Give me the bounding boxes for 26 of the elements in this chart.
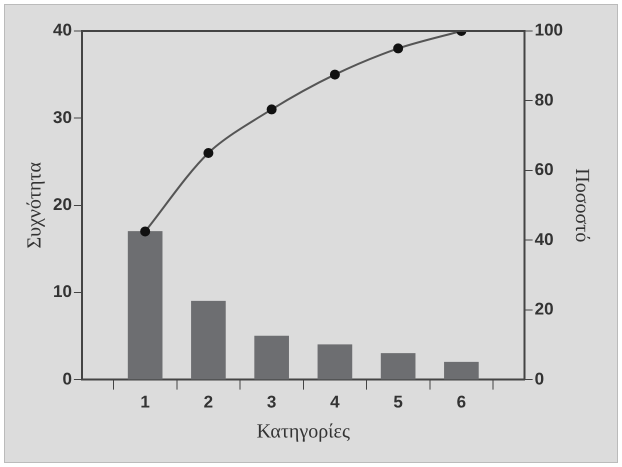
- y-tick-label: 30: [52, 108, 72, 127]
- x-tick-label: 1: [140, 392, 150, 412]
- bar: [318, 344, 352, 380]
- y-tick-label: 0: [62, 369, 72, 388]
- y2-axis-title: Ποσοστό: [570, 168, 593, 242]
- bar: [254, 336, 289, 380]
- bar: [128, 231, 162, 380]
- y-tick-label: 40: [52, 20, 72, 40]
- bar: [444, 362, 479, 380]
- y2-tick-label: 20: [534, 300, 554, 319]
- y-tick-label: 10: [52, 282, 72, 302]
- x-axis-title: Κατηγορίες: [256, 420, 350, 442]
- y2-tick-label: 100: [534, 20, 564, 40]
- bar: [191, 300, 226, 380]
- y-axis-title: Συχνότητα: [23, 162, 46, 249]
- x-tick-label: 3: [266, 392, 276, 412]
- y2-tick-label: 0: [534, 369, 544, 388]
- x-tick-label: 5: [393, 392, 403, 412]
- x-tick-label: 2: [204, 392, 214, 412]
- bar: [380, 353, 416, 380]
- y2-tick-label: 40: [534, 230, 554, 249]
- x-tick-label: 6: [456, 392, 466, 412]
- x-tick-label: 4: [330, 392, 340, 412]
- y-tick-label: 20: [52, 194, 72, 214]
- y2-tick-label: 60: [534, 160, 554, 180]
- y2-tick-label: 80: [534, 90, 554, 110]
